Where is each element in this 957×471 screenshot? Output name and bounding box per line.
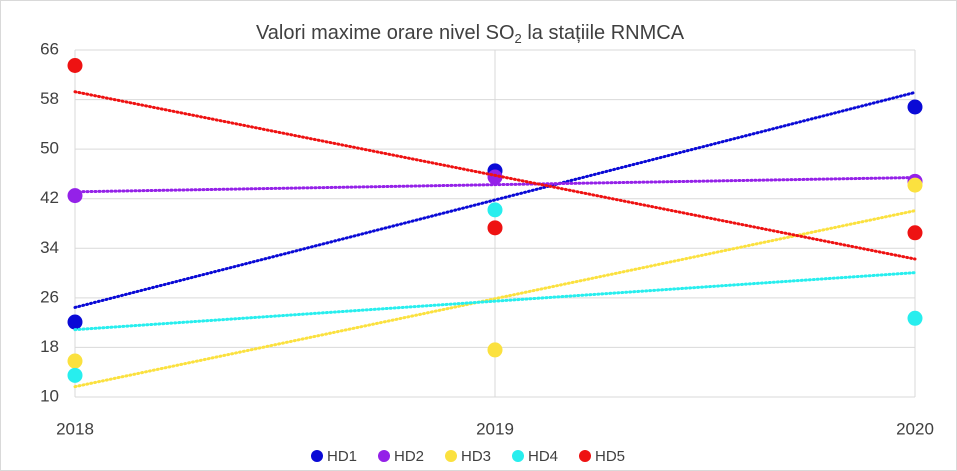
legend-marker bbox=[445, 450, 457, 462]
point bbox=[67, 314, 83, 330]
legend-label: HD4 bbox=[528, 448, 558, 465]
x-tick-label: 2018 bbox=[56, 419, 94, 438]
legend-label: HD5 bbox=[595, 448, 625, 465]
point bbox=[907, 310, 923, 326]
point bbox=[907, 177, 923, 193]
point bbox=[487, 220, 503, 236]
legend-marker bbox=[311, 450, 323, 462]
x-tick-label: 2019 bbox=[476, 419, 514, 438]
y-tick-label: 66 bbox=[40, 39, 59, 58]
y-tick-label: 18 bbox=[40, 337, 59, 356]
title-subscript: 2 bbox=[515, 31, 522, 46]
x-tick-label: 2020 bbox=[896, 419, 934, 438]
point bbox=[67, 353, 83, 369]
point bbox=[67, 367, 83, 383]
trendline bbox=[73, 176, 917, 194]
point bbox=[487, 342, 503, 358]
point bbox=[67, 57, 83, 73]
legend-marker bbox=[512, 450, 524, 462]
legend-label: HD2 bbox=[394, 448, 424, 465]
legend-label: HD3 bbox=[461, 448, 491, 465]
legend: HD1 HD2 HD3 HD4 HD5 bbox=[311, 448, 625, 465]
legend-marker bbox=[378, 450, 390, 462]
y-tick-label: 42 bbox=[40, 188, 59, 207]
legend-marker bbox=[579, 450, 591, 462]
chart-title: Valori maxime orare nivel SO2 la stațiil… bbox=[256, 22, 685, 46]
y-tick-label: 58 bbox=[40, 89, 59, 108]
y-tick-label: 34 bbox=[40, 238, 59, 257]
y-tick-label: 50 bbox=[40, 139, 59, 158]
point bbox=[487, 202, 503, 218]
title-part: Valori maxime orare nivel SO bbox=[256, 22, 515, 44]
trendline bbox=[73, 209, 917, 389]
title-part: la stațiile RNMCA bbox=[522, 22, 685, 44]
trendline bbox=[73, 90, 917, 261]
y-tick-label: 26 bbox=[40, 287, 59, 306]
trendline bbox=[73, 271, 917, 332]
trendline bbox=[73, 90, 917, 309]
point bbox=[907, 99, 923, 115]
y-tick-label: 10 bbox=[40, 386, 59, 405]
point bbox=[907, 225, 923, 241]
legend-label: HD1 bbox=[327, 448, 357, 465]
point bbox=[67, 188, 83, 204]
